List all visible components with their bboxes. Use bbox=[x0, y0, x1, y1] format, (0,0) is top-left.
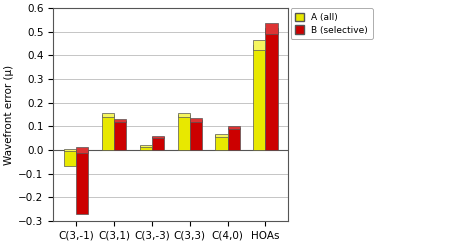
Bar bbox=[266, 28, 278, 150]
Legend: A (all), B (selective): A (all), B (selective) bbox=[290, 8, 372, 39]
Bar bbox=[140, 146, 152, 150]
Bar bbox=[114, 119, 126, 122]
Bar bbox=[215, 135, 228, 150]
Bar bbox=[266, 23, 278, 34]
Bar bbox=[64, 150, 76, 166]
Bar bbox=[140, 145, 152, 147]
Bar bbox=[152, 137, 164, 150]
Bar bbox=[102, 113, 114, 117]
Bar bbox=[152, 136, 164, 138]
Bar bbox=[177, 115, 190, 150]
Bar bbox=[114, 121, 126, 150]
Bar bbox=[76, 150, 88, 214]
Bar bbox=[102, 115, 114, 150]
Bar bbox=[228, 128, 240, 150]
Bar bbox=[254, 40, 266, 50]
Bar bbox=[190, 118, 202, 122]
Bar bbox=[228, 126, 240, 129]
Bar bbox=[190, 120, 202, 150]
Y-axis label: Wavefront error (μ): Wavefront error (μ) bbox=[4, 65, 14, 165]
Bar bbox=[254, 45, 266, 150]
Bar bbox=[215, 134, 228, 137]
Bar bbox=[177, 113, 190, 117]
Bar bbox=[64, 149, 76, 151]
Bar bbox=[76, 147, 88, 153]
